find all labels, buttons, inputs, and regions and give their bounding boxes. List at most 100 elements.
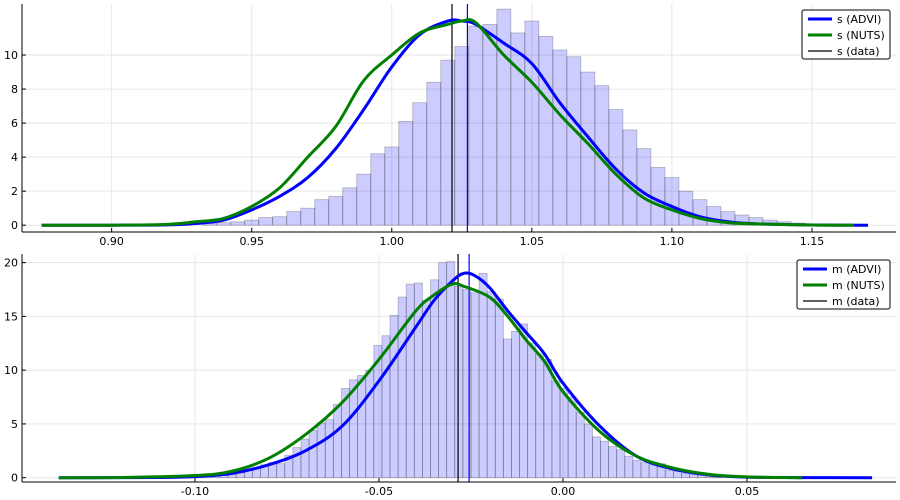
- histogram-bar: [636, 148, 652, 226]
- histogram-bar: [292, 447, 302, 479]
- histogram-bar: [349, 379, 359, 479]
- histogram-bar: [470, 292, 480, 479]
- series-line: [41, 18, 854, 227]
- legend-box: [796, 259, 891, 310]
- histogram-bar: [496, 8, 512, 226]
- y-tick-label: 2: [11, 185, 18, 198]
- y-tick-label: 10: [4, 49, 18, 62]
- histogram-bar: [648, 464, 658, 479]
- histogram-bar: [482, 24, 498, 226]
- histogram-bar: [608, 446, 618, 479]
- histogram-bar: [258, 217, 274, 226]
- histogram-bar: [519, 323, 529, 479]
- histogram-bar: [494, 298, 504, 479]
- chart-panel-m: -0.10 -0.05 0.00 0.05 0 5 10 15 20 m (ADVI) m (NUT…: [4, 254, 896, 498]
- x-tick-label: 0.95: [239, 235, 264, 248]
- series-line: [58, 282, 803, 480]
- histogram-bar: [373, 345, 383, 479]
- histogram-bar: [551, 380, 561, 479]
- x-tick-label: 1.15: [800, 235, 825, 248]
- legend-label: s (ADVI): [837, 13, 881, 26]
- legend: m (ADVI) m (NUTS) m (data): [796, 259, 891, 310]
- histogram-bar: [300, 207, 316, 226]
- histogram-bar: [438, 262, 448, 479]
- histogram-bar: [426, 81, 442, 226]
- legend-label: m (data): [832, 295, 880, 308]
- histogram-bar: [640, 462, 650, 479]
- histogram-bar: [405, 283, 415, 479]
- histogram-bar: [650, 166, 666, 226]
- histogram-bar: [689, 474, 699, 479]
- y-tick-label: 10: [4, 364, 18, 377]
- histogram-bar: [624, 455, 634, 479]
- legend-label: s (NUTS): [837, 29, 885, 42]
- x-tick-label: -0.10: [181, 485, 209, 498]
- histogram-bar: [440, 59, 456, 226]
- y-tick-label: 15: [4, 310, 18, 323]
- histogram-bar: [511, 331, 520, 479]
- x-tick-label: 1.05: [520, 235, 545, 248]
- histogram-bar: [678, 190, 694, 226]
- y-tick-label: 5: [11, 418, 18, 431]
- histogram-bar: [566, 56, 582, 226]
- histogram-bar: [502, 338, 512, 479]
- histogram-bar: [672, 470, 682, 479]
- x-tick-label: 1.00: [380, 235, 405, 248]
- histogram-bar: [384, 146, 400, 226]
- histogram-bar: [705, 476, 715, 479]
- x-tick-label: 0.90: [99, 235, 124, 248]
- legend-label: m (ADVI): [832, 263, 881, 276]
- histogram-bar: [592, 436, 601, 479]
- legend-box: [801, 9, 891, 60]
- y-tick-label: 4: [11, 151, 18, 164]
- histogram-bar: [462, 289, 472, 479]
- histogram-bar: [324, 419, 334, 479]
- histogram-bar: [535, 353, 545, 479]
- histogram-bar: [664, 177, 680, 226]
- histogram-bar: [308, 429, 318, 479]
- histogram-bar: [397, 296, 407, 479]
- histogram-bar: [365, 369, 375, 479]
- x-tick-label: -0.05: [365, 485, 393, 498]
- legend-label: m (NUTS): [832, 279, 885, 292]
- histogram-bar: [567, 396, 577, 479]
- histogram-bar: [478, 272, 488, 479]
- histogram-bar: [216, 222, 232, 226]
- histogram-bar: [341, 388, 350, 479]
- histogram-bar: [681, 472, 690, 479]
- histogram-bar: [421, 299, 431, 479]
- histogram-bar: [524, 20, 540, 226]
- histogram-bar: [559, 388, 569, 479]
- histogram-bar: [527, 342, 537, 479]
- histogram-bar: [486, 291, 496, 479]
- histogram-bar: [692, 199, 708, 226]
- histogram-bar: [316, 422, 326, 479]
- histogram-bar: [332, 404, 342, 479]
- histogram-bar: [697, 475, 707, 479]
- histogram-bar: [538, 35, 554, 226]
- x-tick-label: 0.05: [735, 485, 760, 498]
- histogram-bar: [300, 438, 310, 479]
- histogram-bar: [616, 449, 626, 479]
- legend: s (ADVI) s (NUTS) s (data): [801, 9, 891, 60]
- histogram-bar: [510, 32, 526, 226]
- histogram-bar: [244, 219, 260, 226]
- histogram-bar: [328, 195, 344, 226]
- histogram-bar: [381, 335, 391, 479]
- histogram-bar: [552, 49, 568, 226]
- histogram-bar: [454, 46, 470, 226]
- histogram-bar: [357, 375, 367, 479]
- histogram-bar: [284, 454, 294, 479]
- histogram-bar: [600, 440, 609, 479]
- histogram-bar: [583, 423, 593, 479]
- histogram-bar: [389, 314, 399, 479]
- histogram-bar: [468, 25, 484, 226]
- y-tick-label: 6: [11, 117, 18, 130]
- histogram-bar: [632, 460, 642, 479]
- x-tick-label: 0.00: [551, 485, 576, 498]
- y-tick-label: 8: [11, 83, 18, 96]
- histogram-bar: [342, 187, 358, 226]
- y-tick-label: 0: [11, 219, 18, 232]
